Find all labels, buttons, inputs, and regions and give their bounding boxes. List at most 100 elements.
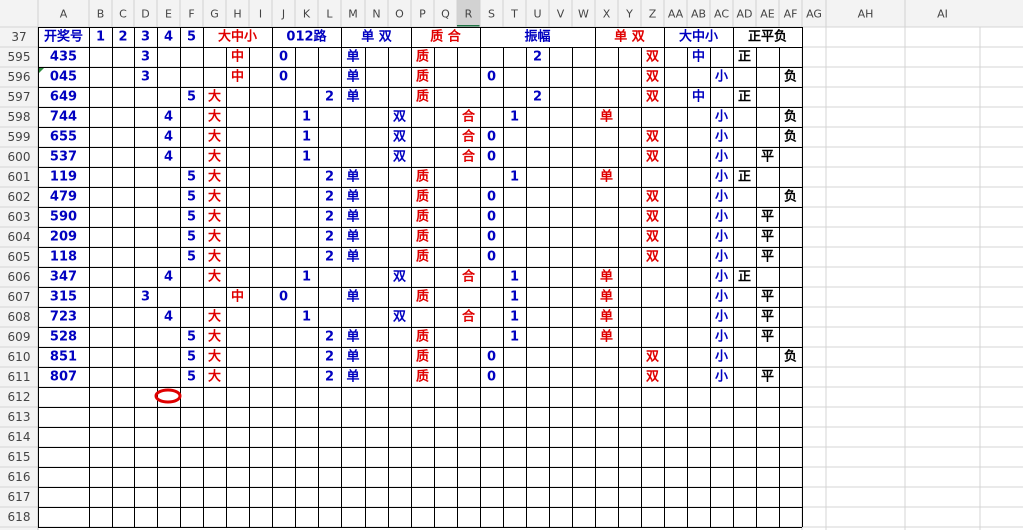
cell-text[interactable]: 大 — [208, 229, 221, 245]
cell-text[interactable]: 双 — [393, 150, 406, 165]
cell-text[interactable]: 双 — [646, 190, 659, 205]
cell-text[interactable]: 单 — [346, 209, 359, 225]
row-number[interactable]: 599 — [8, 130, 31, 144]
cell-text[interactable]: 5 — [187, 350, 196, 365]
cell-text[interactable]: 质 — [416, 209, 429, 225]
column-header[interactable]: K — [303, 8, 311, 21]
cell-text[interactable]: 528 — [50, 330, 77, 345]
cell-text[interactable]: 正 — [738, 50, 751, 65]
cell-text[interactable]: 单 — [600, 269, 613, 285]
cell-text[interactable]: 2 — [325, 370, 334, 385]
cell-text[interactable]: 平 — [761, 150, 774, 165]
cell-text[interactable]: 209 — [50, 230, 77, 245]
row-number[interactable]: 606 — [8, 270, 31, 284]
column-header[interactable]: B — [97, 8, 105, 21]
cell-text[interactable]: 单 — [346, 189, 359, 205]
cell-text[interactable]: 0 — [487, 250, 496, 265]
cell-text[interactable]: 3 — [141, 30, 150, 45]
column-header[interactable]: Z — [649, 8, 657, 21]
row-number[interactable]: 610 — [8, 350, 31, 364]
cell-text[interactable]: 质 — [416, 69, 429, 85]
cell-text[interactable]: 655 — [50, 130, 77, 145]
cell-text[interactable]: 5 — [187, 90, 196, 105]
cell-text[interactable]: 中 — [692, 89, 705, 105]
cell-text[interactable]: 小 — [715, 330, 728, 345]
cell-text[interactable]: 平 — [761, 330, 774, 345]
cell-text[interactable]: 小 — [715, 210, 728, 225]
cell-text[interactable]: 双 — [646, 230, 659, 245]
cell-text[interactable]: 平 — [761, 290, 774, 305]
row-number[interactable]: 37 — [11, 30, 26, 44]
row-number[interactable]: 597 — [8, 90, 31, 104]
column-header[interactable]: X — [603, 8, 611, 21]
cell-text[interactable]: 中 — [231, 289, 244, 305]
cell-text[interactable]: 质 — [416, 89, 429, 105]
column-header[interactable]: C — [119, 8, 127, 21]
cell-text[interactable]: 大 — [208, 329, 221, 345]
column-header[interactable]: Q — [441, 8, 450, 21]
cell-text[interactable]: 负 — [784, 109, 797, 125]
cell-text[interactable]: 1 — [302, 150, 311, 165]
cell-text[interactable]: 中 — [231, 69, 244, 85]
cell-text[interactable]: 2 — [325, 190, 334, 205]
cell-text[interactable]: 2 — [325, 210, 334, 225]
cell-text[interactable]: 小 — [715, 290, 728, 305]
cell-text[interactable]: 大中小 — [218, 29, 257, 45]
cell-text[interactable]: 045 — [50, 70, 77, 85]
cell-text[interactable]: 大 — [208, 189, 221, 205]
cell-text[interactable]: 723 — [50, 310, 77, 325]
cell-text[interactable]: 负 — [784, 69, 797, 85]
cell-text[interactable]: 双 — [393, 110, 406, 125]
cell-text[interactable]: 合 — [462, 269, 476, 285]
cell-text[interactable]: 2 — [325, 170, 334, 185]
cell-text[interactable]: 质 — [416, 349, 429, 365]
cell-text[interactable]: 大 — [208, 149, 221, 165]
column-header[interactable]: I — [259, 8, 262, 21]
cell-text[interactable]: 小 — [715, 370, 728, 385]
column-header[interactable]: M — [348, 8, 358, 21]
cell-text[interactable]: 2 — [118, 30, 127, 45]
column-header[interactable]: AE — [760, 8, 775, 21]
cell-text[interactable]: 4 — [164, 130, 173, 145]
column-header[interactable]: J — [281, 8, 285, 21]
cell-text[interactable]: 双 — [646, 90, 659, 105]
column-header[interactable]: AI — [937, 8, 948, 21]
cell-text[interactable]: 双 — [646, 70, 659, 85]
cell-text[interactable]: 479 — [50, 190, 77, 205]
cell-text[interactable]: 小 — [715, 250, 728, 265]
cell-text[interactable]: 双 — [393, 130, 406, 145]
cell-text[interactable]: 单 — [600, 289, 613, 305]
row-number[interactable]: 607 — [8, 290, 31, 304]
row-number[interactable]: 608 — [8, 310, 31, 324]
cell-text[interactable]: 双 — [646, 350, 659, 365]
cell-text[interactable]: 5 — [187, 30, 196, 45]
cell-text[interactable]: 0 — [279, 50, 288, 65]
cell-text[interactable]: 大 — [208, 349, 221, 365]
cell-text[interactable]: 0 — [487, 370, 496, 385]
cell-text[interactable]: 质 — [416, 289, 429, 305]
cell-text[interactable]: 1 — [510, 290, 519, 305]
row-number[interactable]: 615 — [8, 450, 31, 464]
cell-text[interactable]: 807 — [50, 370, 77, 385]
cell-text[interactable]: 双 — [393, 270, 406, 285]
cell-text[interactable]: 小 — [715, 170, 728, 185]
cell-text[interactable]: 单 双 — [361, 29, 392, 45]
cell-text[interactable]: 单 — [346, 349, 359, 365]
cell-text[interactable]: 347 — [50, 270, 77, 285]
cell-text[interactable]: 0 — [487, 70, 496, 85]
cell-text[interactable]: 119 — [50, 170, 77, 185]
column-header[interactable]: H — [233, 8, 241, 21]
cell-text[interactable]: 质 — [416, 329, 429, 345]
cell-text[interactable]: 0 — [487, 230, 496, 245]
column-header[interactable]: AG — [806, 8, 822, 21]
cell-text[interactable]: 0 — [487, 350, 496, 365]
cell-text[interactable]: 双 — [646, 50, 659, 65]
cell-text[interactable]: 双 — [646, 130, 659, 145]
cell-text[interactable]: 平 — [761, 250, 774, 265]
cell-text[interactable]: 0 — [279, 70, 288, 85]
cell-text[interactable]: 质 — [416, 369, 429, 385]
cell-text[interactable]: 单 — [600, 329, 613, 345]
cell-text[interactable]: 单 — [346, 289, 359, 305]
column-header[interactable]: A — [60, 8, 68, 21]
column-header[interactable]: L — [326, 8, 333, 21]
